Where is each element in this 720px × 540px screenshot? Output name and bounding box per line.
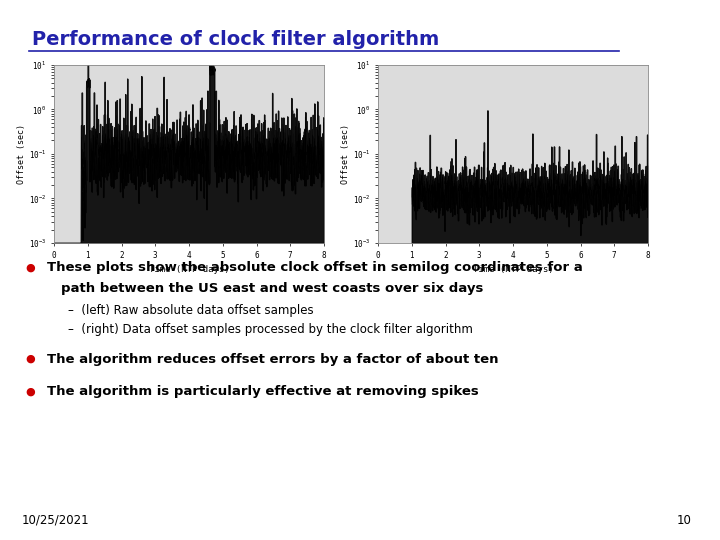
Text: Performance of clock filter algorithm: Performance of clock filter algorithm bbox=[32, 30, 440, 49]
Text: ●: ● bbox=[25, 262, 35, 272]
Text: ●: ● bbox=[25, 354, 35, 364]
Text: 10: 10 bbox=[676, 514, 691, 526]
X-axis label: Time (NTP days): Time (NTP days) bbox=[149, 265, 229, 274]
Text: –  (left) Raw absolute data offset samples: – (left) Raw absolute data offset sample… bbox=[68, 304, 314, 317]
Text: The algorithm is particularly effective at removing spikes: The algorithm is particularly effective … bbox=[47, 385, 479, 398]
Text: These plots show the absolute clock offset in semilog coordinates for a: These plots show the absolute clock offs… bbox=[47, 261, 582, 274]
Text: ●: ● bbox=[25, 387, 35, 396]
X-axis label: Time (NTP days): Time (NTP days) bbox=[473, 265, 553, 274]
Text: path between the US east and west coasts over six days: path between the US east and west coasts… bbox=[61, 282, 484, 295]
Text: –  (right) Data offset samples processed by the clock filter algorithm: – (right) Data offset samples processed … bbox=[68, 323, 473, 336]
Y-axis label: Offset (sec): Offset (sec) bbox=[341, 124, 350, 184]
Text: 10/25/2021: 10/25/2021 bbox=[22, 514, 89, 526]
Text: The algorithm reduces offset errors by a factor of about ten: The algorithm reduces offset errors by a… bbox=[47, 353, 498, 366]
Y-axis label: Offset (sec): Offset (sec) bbox=[17, 124, 26, 184]
